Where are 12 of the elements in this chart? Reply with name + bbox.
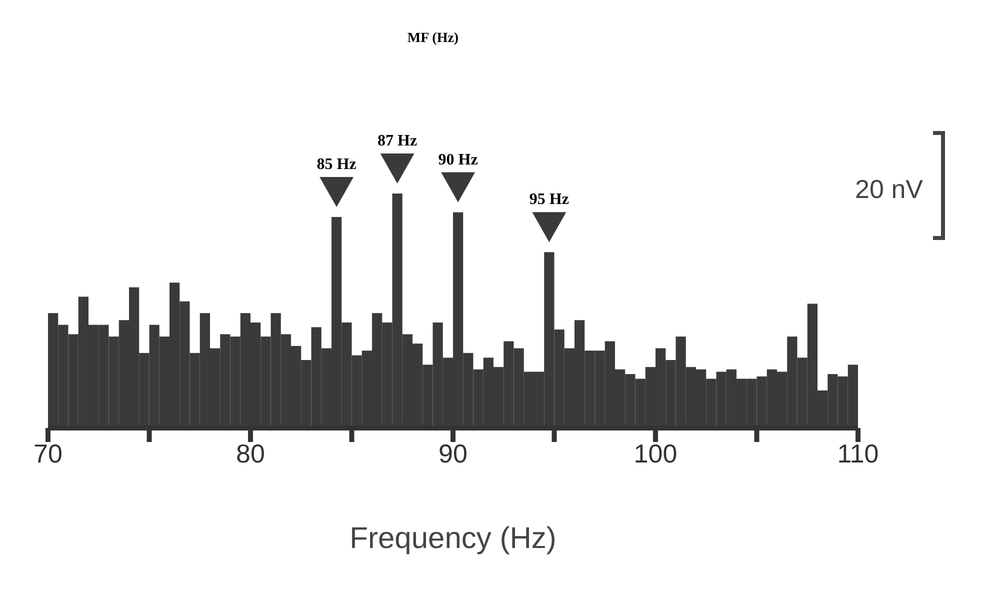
x-tick-label: 100 [634, 438, 678, 468]
annotation: 20 nV [855, 174, 924, 204]
chart-title: MF (Hz) [407, 31, 459, 46]
x-tick-label: 80 [236, 438, 265, 468]
x-tick-label: 90 [438, 438, 468, 468]
annotation: 90 Hz [438, 151, 478, 168]
x-tick-label: 110 [837, 438, 879, 468]
annotation: 85 Hz [316, 156, 356, 173]
x-axis-title: Frequency (Hz) [350, 522, 556, 555]
annotation: 87 Hz [378, 132, 418, 150]
x-tick-label: 70 [34, 438, 62, 468]
annotation: 95 Hz [529, 191, 569, 208]
